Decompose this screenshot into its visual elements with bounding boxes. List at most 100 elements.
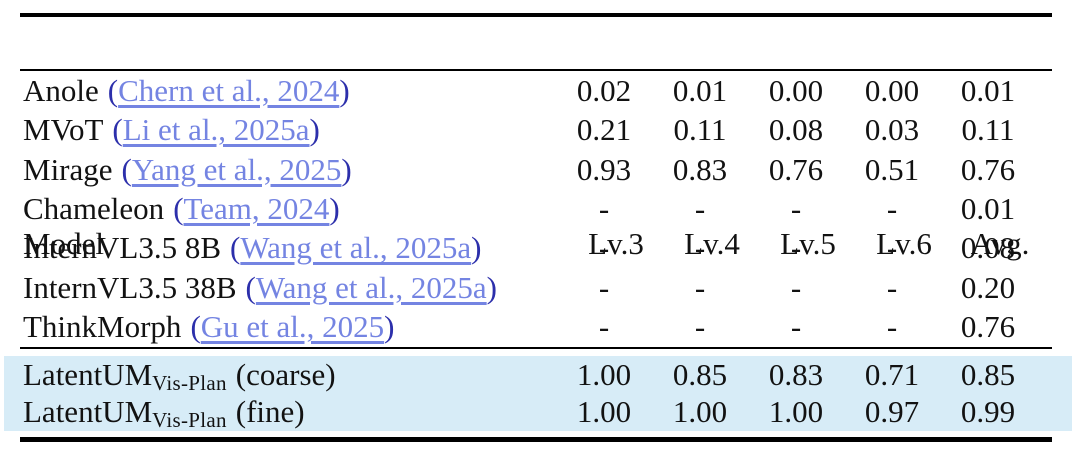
model-variant: (fine) (235, 394, 305, 430)
citation-close-paren: ) (471, 230, 482, 266)
citation-link[interactable]: (Wang et al., 2025a) (246, 270, 497, 305)
value-lv4: - (694, 309, 706, 345)
value-avg: 0.11 (961, 112, 1015, 148)
value-lv6: - (886, 269, 898, 305)
model-name: Chameleon (23, 190, 165, 226)
citation-text: Li et al., 2025a (122, 112, 310, 148)
header-rule (20, 69, 1052, 71)
table-row-anole: Anole (Chern et al., 2024) 0.02 0.01 0.00… (4, 71, 1072, 110)
value-lv5: 0.76 (768, 151, 824, 187)
table-row-internvl-38b: InternVL3.5 38B (Wang et al., 2025a) - - … (4, 268, 1072, 307)
value-lv4: 0.11 (673, 112, 727, 148)
citation-link[interactable]: (Yang et al., 2025) (122, 152, 352, 187)
citation-open-paren: ( (112, 112, 123, 148)
value-avg: 0.85 (960, 356, 1016, 392)
value-lv3: - (598, 230, 610, 266)
citation-open-paren: ( (190, 309, 201, 345)
table-row-thinkmorph: ThinkMorph (Gu et al., 2025) - - - - 0.76 (4, 308, 1072, 347)
value-avg: 0.76 (960, 151, 1016, 187)
citation-close-paren: ) (384, 309, 395, 345)
column-header-model: Model (23, 225, 104, 261)
value-lv3: - (598, 269, 610, 305)
citation-close-paren: ) (486, 269, 497, 305)
value-avg: 0.99 (960, 394, 1016, 430)
model-subscript: Vis-Plan (152, 370, 227, 393)
bottom-rule (20, 437, 1052, 442)
value-lv6: - (886, 190, 898, 226)
value-lv6: 0.97 (864, 394, 920, 430)
value-lv6: 0.71 (864, 356, 920, 392)
value-lv5: - (790, 230, 802, 266)
table-row-mirage: Mirage (Yang et al., 2025) 0.93 0.83 0.76… (4, 150, 1072, 189)
citation-link[interactable]: (Wang et al., 2025a) (230, 230, 481, 265)
model-name: MVoT (23, 112, 104, 148)
table-header-row: Model Lv.3 Lv.4 Lv.5 Lv.6 Avg. (4, 17, 1080, 453)
model-name: LatentUM (23, 356, 153, 392)
citation-open-paren: ( (230, 230, 241, 266)
citation-text: Wang et al., 2025a (240, 230, 472, 266)
value-lv5: 1.00 (768, 394, 824, 430)
model-name: InternVL3.5 8B (23, 230, 222, 266)
citation-open-paren: ( (121, 151, 132, 187)
value-avg: 0.01 (960, 72, 1016, 108)
top-rule (20, 13, 1052, 17)
model-name-cell: Chameleon (Team, 2024) (4, 191, 556, 227)
model-name-cell: ThinkMorph (Gu et al., 2025) (4, 309, 556, 345)
model-name: InternVL3.5 38B (23, 269, 237, 305)
model-name: Anole (23, 72, 99, 108)
value-lv4: 0.85 (672, 356, 728, 392)
citation-link[interactable]: (Chern et al., 2024) (108, 73, 350, 108)
model-name: ThinkMorph (23, 309, 182, 345)
value-lv4: - (694, 230, 706, 266)
value-lv5: - (790, 309, 802, 345)
table-row-mvot: MVoT (Li et al., 2025a) 0.21 0.11 0.08 0.… (4, 110, 1072, 149)
highlighted-method-rows: LatentUMVis-Plan (coarse) 1.00 0.85 0.83 … (4, 356, 1072, 431)
citation-open-paren: ( (245, 269, 256, 305)
table-row-latentum-coarse: LatentUMVis-Plan (coarse) 1.00 0.85 0.83 … (4, 356, 1072, 394)
table-body: Anole (Chern et al., 2024) 0.02 0.01 0.00… (4, 71, 1072, 347)
model-name-cell: Mirage (Yang et al., 2025) (4, 152, 556, 188)
citation-link[interactable]: (Team, 2024) (173, 191, 340, 226)
value-lv5: 0.00 (768, 72, 824, 108)
value-lv4: 0.83 (672, 151, 728, 187)
citation-open-paren: ( (107, 72, 119, 108)
citation-open-paren: ( (173, 190, 184, 226)
model-name-cell: LatentUMVis-Plan (fine) (4, 394, 556, 430)
citation-close-paren: ) (309, 112, 320, 148)
column-header-lv4: Lv.4 (684, 225, 740, 261)
value-lv5: - (790, 269, 802, 305)
column-header-avg: Avg. (970, 225, 1030, 261)
value-lv3: - (598, 190, 610, 226)
model-name-cell: MVoT (Li et al., 2025a) (4, 112, 556, 148)
column-header-lv5: Lv.5 (780, 225, 836, 261)
citation-link[interactable]: (Gu et al., 2025) (190, 309, 394, 344)
value-lv5: 0.83 (768, 356, 824, 392)
model-variant: (coarse) (235, 356, 336, 392)
table-row-chameleon: Chameleon (Team, 2024) - - - - 0.01 (4, 189, 1072, 228)
value-lv3: 0.21 (576, 112, 632, 148)
value-lv5: 0.08 (768, 112, 824, 148)
value-lv3: 0.93 (576, 151, 632, 187)
value-avg: 0.01 (960, 190, 1016, 226)
model-name: LatentUM (23, 394, 153, 430)
value-avg: 0.76 (960, 309, 1016, 345)
citation-text: Team, 2024 (183, 190, 330, 226)
citation-close-paren: ) (341, 151, 352, 187)
value-lv5: - (790, 190, 802, 226)
value-lv6: - (886, 230, 898, 266)
value-lv4: - (694, 269, 706, 305)
mid-rule (20, 347, 1052, 349)
value-lv4: - (694, 190, 706, 226)
column-header-lv3: Lv.3 (588, 225, 644, 261)
value-lv3: 1.00 (576, 394, 632, 430)
citation-link[interactable]: (Li et al., 2025a) (112, 112, 319, 147)
value-lv3: 0.02 (576, 72, 632, 108)
value-lv6: 0.00 (864, 72, 920, 108)
value-lv4: 0.01 (672, 72, 728, 108)
model-name-cell: InternVL3.5 8B (Wang et al., 2025a) (4, 230, 556, 266)
value-lv6: 0.03 (864, 112, 920, 148)
citation-text: Yang et al., 2025 (131, 151, 342, 187)
value-lv3: 1.00 (576, 356, 632, 392)
model-name-cell: InternVL3.5 38B (Wang et al., 2025a) (4, 270, 556, 306)
